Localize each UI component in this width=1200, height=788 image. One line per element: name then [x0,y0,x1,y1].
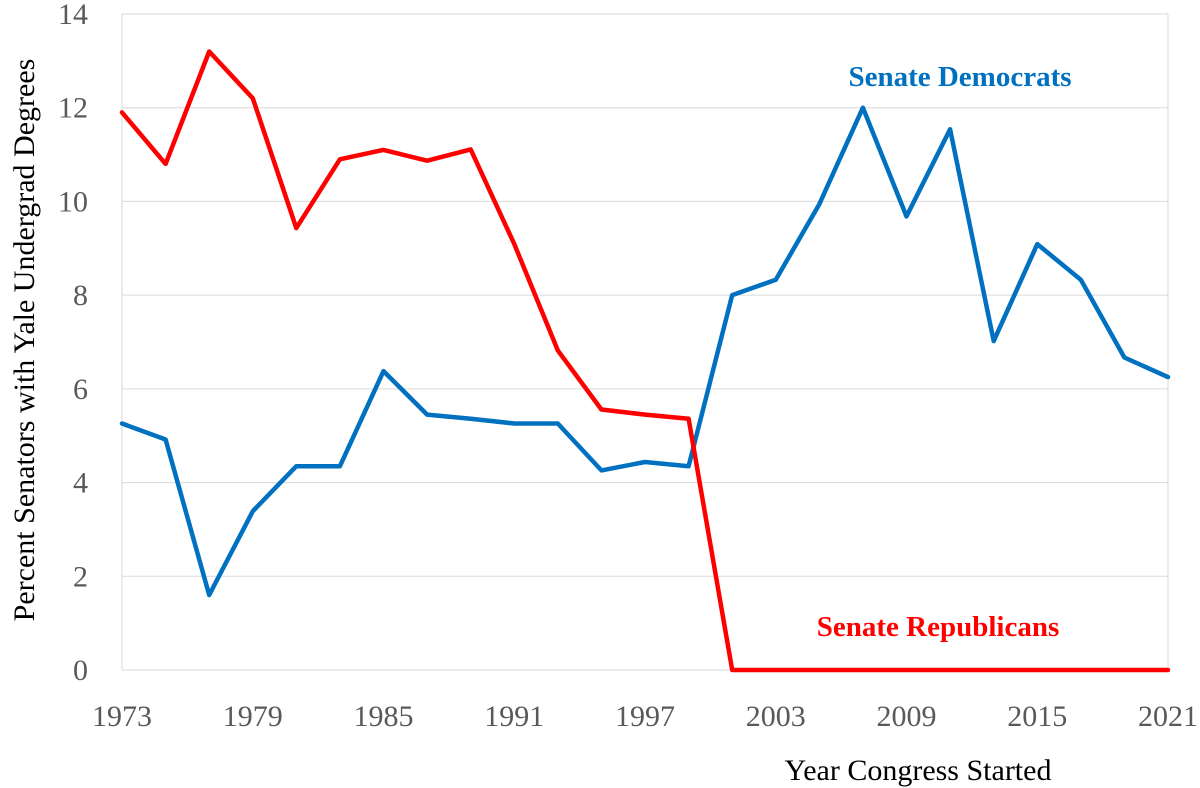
y-tick-label: 6 [73,373,88,406]
y-tick-label: 2 [73,560,88,593]
y-tick-label: 12 [58,92,88,125]
x-tick-label: 1991 [484,700,544,733]
x-tick-label: 2009 [877,700,937,733]
x-tick-label: 1997 [615,700,675,733]
y-axis-title: Percent Senators with Yale Undergrad Deg… [8,59,41,622]
series-lines [119,49,1171,673]
series-label-democrats: Senate Democrats [848,61,1071,93]
x-tick-label: 1985 [354,700,414,733]
x-axis-ticks: 1973 1979 1985 1991 1997 2003 2009 2015 2021 [92,700,1198,733]
x-tick-label: 2003 [746,700,806,733]
x-tick-label: 2015 [1007,700,1067,733]
series-label-republicans: Senate Republicans [817,611,1060,643]
x-axis-title: Year Congress Started [785,754,1052,787]
gridlines [121,13,1169,671]
series-line-republicans [119,49,1171,673]
y-tick-label: 8 [73,279,88,312]
y-tick-label: 14 [58,0,88,31]
x-tick-label: 2021 [1138,700,1198,733]
series-line-democrats [119,105,1171,598]
x-tick-label: 1979 [223,700,283,733]
y-tick-label: 4 [73,467,88,500]
y-tick-label: 10 [58,185,88,218]
y-tick-label: 0 [73,654,88,687]
x-tick-label: 1973 [92,700,152,733]
y-axis-ticks: 0 2 4 6 8 10 12 14 [58,0,88,687]
